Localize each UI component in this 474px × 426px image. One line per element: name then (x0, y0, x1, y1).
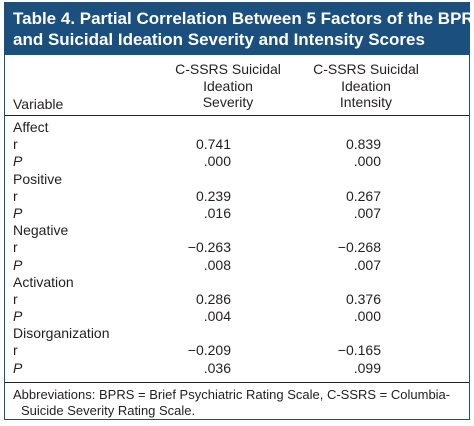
severity-r-value: −0.209 (187, 342, 231, 359)
r-label: r (13, 239, 18, 256)
column-severity-header: C-SSRS Suicidal Ideation Severity (153, 61, 303, 111)
intensity-r-value: −0.268 (337, 239, 381, 256)
table-row: r 0.239 0.267 (5, 188, 469, 205)
column-variable-header: Variable (13, 96, 64, 112)
group-label: Disorganization (13, 325, 110, 342)
p-label: P (13, 359, 23, 376)
group-label: Positive (13, 170, 63, 187)
severity-p-value: .004 (203, 308, 231, 325)
r-label: r (13, 290, 18, 307)
intensity-r-value: 0.839 (345, 136, 381, 153)
r-label: r (13, 187, 18, 204)
column-header: C-SSRS Suicidal Ideation Severity C-SSRS… (5, 55, 469, 116)
p-label: P (13, 204, 23, 221)
table-row: P .008 .007 (5, 257, 469, 274)
table-row: P .000 .000 (5, 153, 469, 170)
footnote-line-1: Abbreviations: BPRS = Brief Psychiatric … (13, 386, 451, 402)
intensity-p-value: .007 (353, 256, 381, 273)
severity-r-value: 0.239 (195, 187, 231, 204)
r-label: r (13, 136, 18, 153)
intensity-r-value: 0.376 (345, 290, 381, 307)
table-row: r −0.263 −0.268 (5, 239, 469, 256)
group-label: Activation (13, 273, 74, 290)
table-row: r 0.286 0.376 (5, 291, 469, 308)
severity-p-value: .008 (203, 256, 231, 273)
column-intensity-line-3: Intensity (339, 94, 393, 110)
severity-p-value: .000 (203, 153, 231, 170)
severity-r-value: 0.741 (195, 136, 231, 153)
table-title: Table 4. Partial Correlation Between 5 F… (5, 3, 474, 55)
severity-p-value: .036 (203, 359, 231, 376)
table-row: r 0.741 0.839 (5, 136, 469, 153)
p-label: P (13, 308, 23, 325)
table-row: P .016 .007 (5, 205, 469, 222)
title-line-1: Table 4. Partial Correlation Between 5 F… (13, 9, 474, 28)
severity-p-value: .016 (203, 204, 231, 221)
footnote-line-2: Suicide Severity Rating Scale. (21, 402, 196, 418)
group-row-negative: Negative (5, 222, 469, 239)
group-row-affect: Affect (5, 119, 469, 136)
column-intensity-line-1: C-SSRS Suicidal (313, 61, 419, 77)
intensity-p-value: .099 (353, 359, 381, 376)
intensity-p-value: .000 (353, 153, 381, 170)
intensity-r-value: 0.267 (345, 187, 381, 204)
table-panel: Table 4. Partial Correlation Between 5 F… (4, 2, 474, 420)
column-severity-line-2: Ideation (203, 77, 253, 94)
group-row-positive: Positive (5, 171, 469, 188)
table-row: P .004 .000 (5, 308, 469, 325)
group-label: Affect (13, 119, 49, 135)
r-label: r (13, 342, 18, 359)
severity-r-value: −0.263 (187, 239, 231, 256)
column-severity-line-1: C-SSRS Suicidal (175, 61, 281, 77)
intensity-p-value: .000 (353, 308, 381, 325)
group-row-activation: Activation (5, 274, 469, 291)
severity-r-value: 0.286 (195, 290, 231, 307)
column-intensity-header: C-SSRS Suicidal Ideation Intensity (291, 61, 441, 111)
column-severity-line-3: Severity (202, 94, 254, 110)
group-row-disorganization: Disorganization (5, 325, 469, 342)
table-row: P .036 .099 (5, 360, 469, 377)
p-label: P (13, 153, 23, 170)
table-body: Affect r 0.741 0.839 P .000 .000 Positiv… (5, 116, 469, 383)
table-footnote: Abbreviations: BPRS = Brief Psychiatric … (5, 383, 469, 419)
title-line-2: and Suicidal Ideation Severity and Inten… (13, 30, 425, 49)
p-label: P (13, 256, 23, 273)
table-row: r −0.209 −0.165 (5, 342, 469, 359)
column-intensity-line-2: Ideation (341, 77, 391, 94)
intensity-r-value: −0.165 (337, 342, 381, 359)
intensity-p-value: .007 (353, 204, 381, 221)
group-label: Negative (13, 222, 69, 239)
